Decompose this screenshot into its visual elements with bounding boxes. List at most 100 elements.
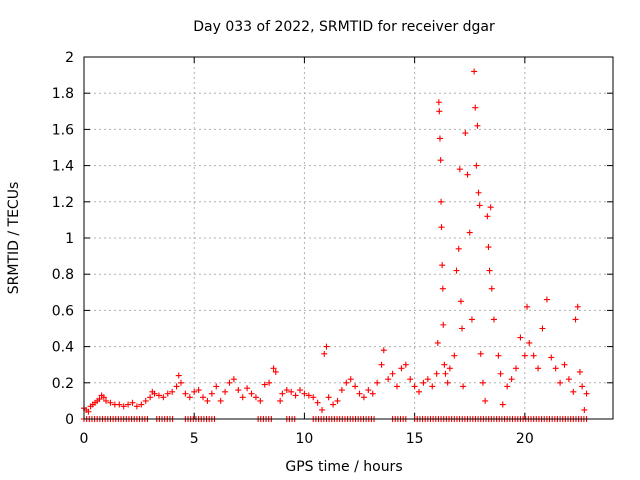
data-point	[453, 267, 460, 274]
data-point	[475, 189, 482, 196]
data-point	[484, 213, 491, 220]
data-point	[248, 390, 255, 397]
data-point	[217, 397, 224, 404]
y-tick-label: 0.8	[52, 267, 74, 283]
data-point	[497, 370, 504, 377]
y-tick-label: 1.4	[52, 159, 74, 175]
x-ticks: 0 5 10 15 20	[80, 57, 534, 447]
data-point	[565, 376, 572, 383]
data-point	[411, 383, 418, 390]
y-tick-label: 0.2	[52, 376, 74, 392]
data-point	[474, 122, 481, 129]
data-point	[438, 198, 445, 205]
data-point	[169, 388, 176, 395]
data-point	[195, 387, 202, 394]
y-tick-label: 0	[65, 412, 74, 428]
x-tick-label: 15	[406, 431, 424, 447]
data-point	[204, 397, 211, 404]
data-point	[424, 376, 431, 383]
data-point	[462, 130, 469, 137]
y-ticks: 0 0.2 0.4 0.6 0.8 1 1.2 1.4 1.6 1.8 2	[52, 50, 613, 428]
data-point	[175, 372, 182, 379]
y-tick-label: 0.6	[52, 303, 74, 319]
data-point	[261, 381, 268, 388]
data-point	[444, 379, 451, 386]
data-point	[270, 365, 277, 372]
data-points	[81, 68, 590, 422]
data-point	[402, 361, 409, 368]
data-point	[488, 285, 495, 292]
data-point	[151, 390, 158, 397]
data-point	[389, 370, 396, 377]
data-point	[451, 352, 458, 359]
data-point	[495, 352, 502, 359]
data-point	[186, 394, 193, 401]
data-point	[160, 394, 167, 401]
data-point	[85, 408, 92, 415]
data-point	[360, 394, 367, 401]
data-point	[173, 383, 180, 390]
data-point	[129, 399, 136, 406]
data-point	[319, 406, 326, 413]
data-point	[365, 387, 372, 394]
data-point	[429, 383, 436, 390]
y-tick-label: 1.8	[52, 86, 74, 102]
data-point	[325, 394, 332, 401]
data-point	[230, 376, 237, 383]
data-point	[283, 387, 290, 394]
data-point	[239, 394, 246, 401]
data-point	[435, 99, 442, 106]
data-point	[138, 401, 145, 408]
data-point	[288, 388, 295, 395]
data-point	[393, 383, 400, 390]
data-point	[182, 390, 189, 397]
data-point	[464, 171, 471, 178]
data-point	[434, 339, 441, 346]
data-point	[147, 394, 154, 401]
data-point	[479, 379, 486, 386]
data-point	[292, 392, 299, 399]
data-point	[581, 406, 588, 413]
data-point	[305, 392, 312, 399]
data-point	[486, 267, 493, 274]
data-point	[557, 379, 564, 386]
y-tick-label: 2	[65, 50, 74, 66]
data-point	[155, 392, 162, 399]
data-point	[574, 303, 581, 310]
grid	[84, 57, 613, 419]
data-point	[485, 244, 492, 251]
data-point	[191, 388, 198, 395]
data-point	[213, 383, 220, 390]
data-point	[530, 352, 537, 359]
data-point	[244, 385, 251, 392]
data-point	[456, 166, 463, 173]
x-tick-label: 0	[80, 431, 89, 447]
data-point	[407, 376, 414, 383]
data-point	[570, 388, 577, 395]
data-point	[583, 390, 590, 397]
data-point	[314, 399, 321, 406]
data-point	[257, 397, 264, 404]
plot-area-frame	[83, 56, 614, 420]
data-point	[524, 303, 531, 310]
data-point	[330, 401, 337, 408]
data-point	[100, 394, 107, 401]
data-point	[572, 316, 579, 323]
data-point	[436, 135, 443, 142]
data-point	[561, 361, 568, 368]
x-tick-label: 20	[516, 431, 534, 447]
data-point	[334, 397, 341, 404]
x-axis-label: GPS time / hours	[285, 459, 402, 475]
data-point	[272, 368, 279, 375]
data-point	[378, 361, 385, 368]
y-axis-label: SRMTID / TECUs	[6, 182, 22, 295]
data-point	[436, 108, 443, 115]
data-point	[164, 390, 171, 397]
data-point	[310, 394, 317, 401]
data-point	[517, 334, 524, 341]
data-point	[439, 262, 446, 269]
data-point	[200, 394, 207, 401]
data-point	[487, 204, 494, 211]
data-point	[521, 352, 528, 359]
